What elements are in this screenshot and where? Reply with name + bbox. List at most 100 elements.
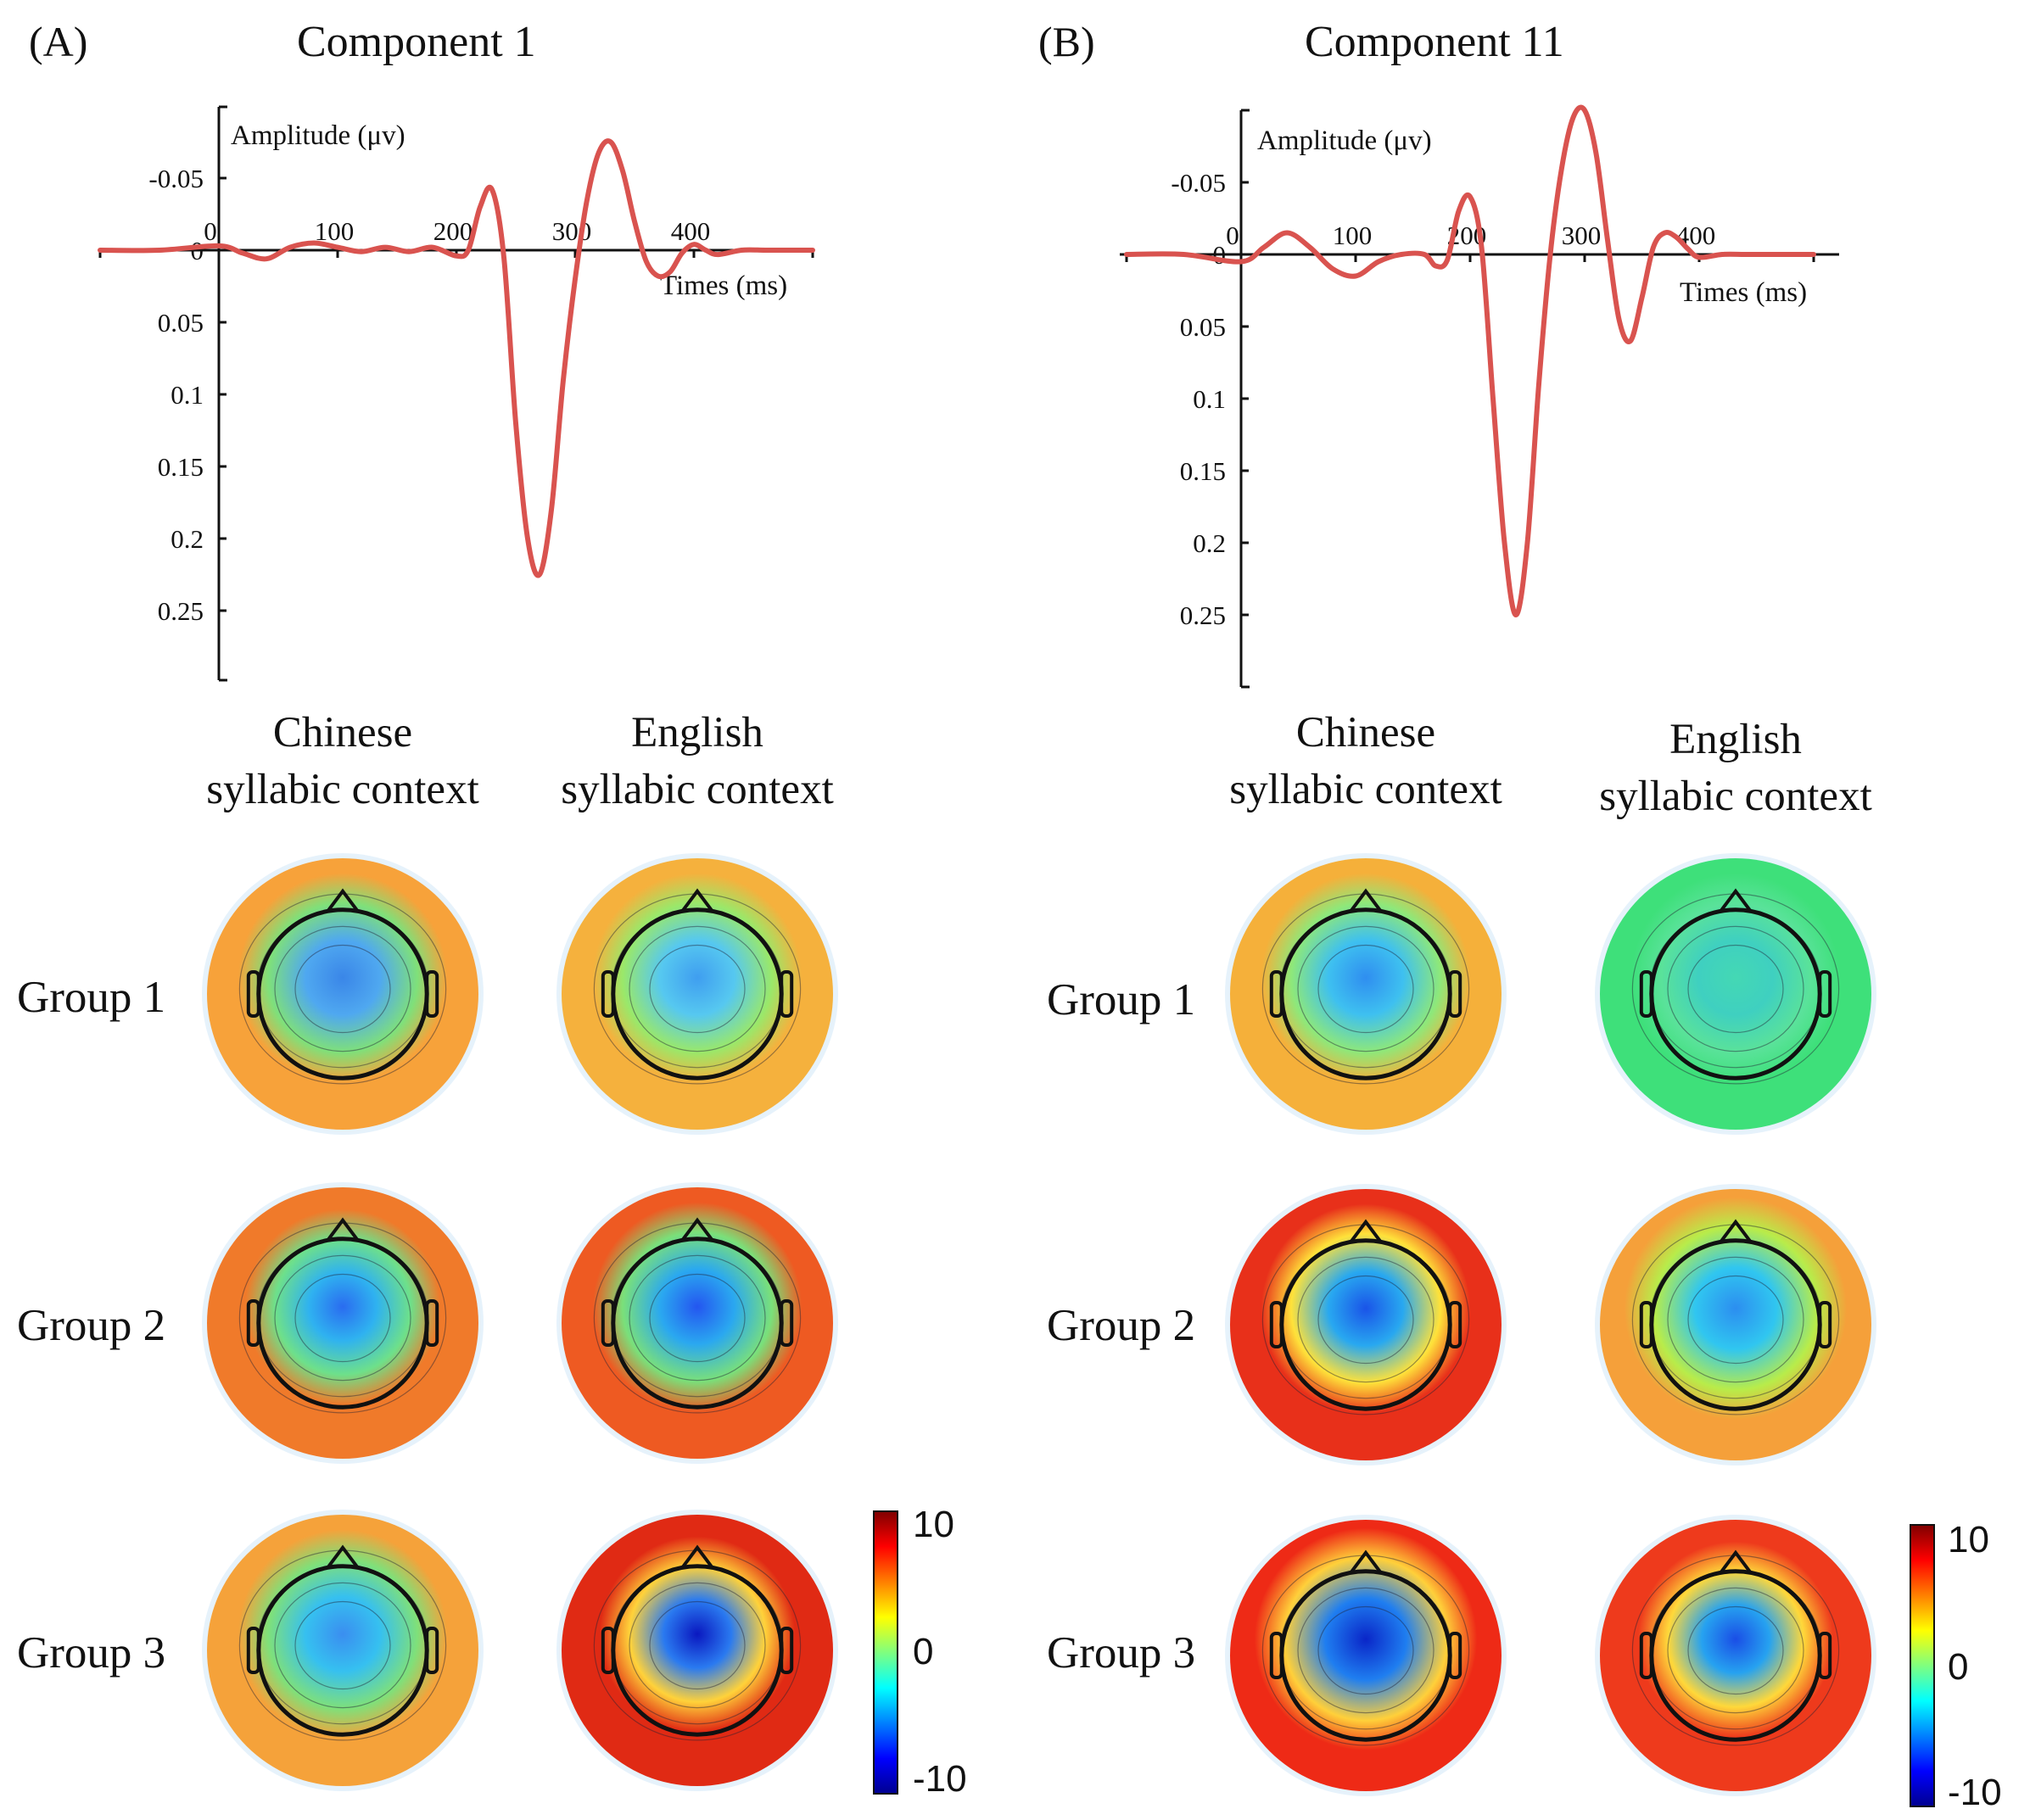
topomaps — [202, 853, 1876, 1796]
left-ear — [1639, 970, 1653, 1018]
header-english-line1: English — [1669, 716, 1802, 763]
topo-a-english-group-1 — [556, 853, 838, 1135]
row-label-group-3: Group 3 — [17, 1628, 165, 1678]
panel-b-title: Component 11 — [1305, 18, 1564, 66]
colorbar-mid: 0 — [1948, 1646, 1968, 1688]
left-ear — [601, 1299, 615, 1347]
x-tick-label: 0 — [1226, 221, 1239, 250]
topo-contour — [629, 1582, 766, 1709]
topo-a-english-group-2 — [556, 1182, 838, 1464]
left-ear — [246, 970, 260, 1018]
component-11-trace — [1124, 104, 1816, 617]
y-tick-label: 0.05 — [1180, 312, 1226, 342]
topo-field — [1600, 1189, 1871, 1460]
x-axis-label: Times (ms) — [1680, 277, 1807, 308]
y-axis-label: Amplitude (μv) — [231, 120, 405, 151]
colorbar-mid: 0 — [913, 1631, 933, 1672]
right-ear — [425, 1627, 439, 1674]
topo-b-chinese-group-2 — [1225, 1184, 1507, 1465]
left-ear — [601, 970, 615, 1018]
right-ear — [1818, 970, 1832, 1018]
topo-b-english-group-1 — [1595, 853, 1876, 1135]
y-tick-label: -0.05 — [1171, 168, 1226, 198]
row-label-group-2: Group 2 — [17, 1301, 165, 1350]
topo-contour — [629, 1254, 766, 1382]
topo-b-english-group-3 — [1595, 1515, 1876, 1796]
topo-contour — [649, 944, 746, 1034]
topo-field — [1230, 858, 1502, 1130]
nose — [326, 888, 360, 913]
colorbar-max: 10 — [913, 1504, 954, 1545]
x-axis-label: Times (ms) — [660, 271, 787, 301]
y-tick-label: 0 — [191, 236, 204, 265]
topo-a-english-group-3 — [556, 1510, 838, 1791]
right-ear — [780, 970, 794, 1018]
colorbar-a: 10 0 -10 — [873, 1504, 967, 1800]
right-ear — [1448, 970, 1462, 1018]
topo-a-chinese-group-3 — [202, 1510, 484, 1791]
x-tick-label: 0 — [204, 216, 217, 246]
right-ear — [1818, 1301, 1832, 1348]
topo-b-chinese-group-3 — [1225, 1515, 1507, 1796]
panel-b: (B) Component 11 Amplitude (μv) Times (m… — [1038, 18, 2002, 1813]
header-english-line2: syllabic context — [1599, 773, 1872, 820]
row-label-group-1: Group 1 — [1047, 975, 1195, 1024]
topo-contour — [1317, 1605, 1414, 1695]
left-ear — [246, 1299, 260, 1347]
topo-contour — [274, 1582, 411, 1709]
right-ear — [1448, 1301, 1462, 1348]
nose — [1349, 888, 1383, 913]
left-ear — [1269, 970, 1283, 1018]
y-tick-label: -0.05 — [148, 164, 204, 193]
panel-a-label: (A) — [29, 18, 87, 65]
right-ear — [1448, 1632, 1462, 1679]
topo-b-english-group-2 — [1595, 1184, 1876, 1465]
y-tick-label: 0.25 — [158, 596, 204, 626]
header-chinese-line2: syllabic context — [1229, 766, 1502, 813]
component-1-trace — [98, 138, 815, 578]
right-ear — [780, 1299, 794, 1347]
y-tick-label: 0.1 — [171, 380, 204, 410]
left-ear — [1269, 1301, 1283, 1348]
y-tick-label: 0.15 — [158, 452, 204, 482]
topo-a-chinese-group-1 — [202, 853, 484, 1135]
x-tick-label: 100 — [315, 216, 355, 246]
y-tick-label: 0.2 — [1193, 528, 1226, 558]
left-ear — [246, 1627, 260, 1674]
topo-contour — [294, 1273, 391, 1363]
y-axis-label: Amplitude (μv) — [1257, 126, 1432, 156]
y-tick-label: 0.05 — [158, 308, 204, 338]
panel-a-title: Component 1 — [297, 18, 536, 66]
topo-field — [207, 858, 478, 1130]
right-ear — [425, 970, 439, 1018]
y-tick-label: 0.1 — [1193, 384, 1226, 414]
header-english-line1: English — [631, 709, 763, 756]
topo-contour — [1297, 1587, 1434, 1714]
topo-contour — [649, 1600, 746, 1690]
topo-contour — [1667, 1256, 1804, 1383]
erp-chart-a: Amplitude (μv) Times (ms) -0.0500.050.10… — [98, 105, 815, 682]
nose — [1719, 1219, 1753, 1243]
right-ear — [425, 1299, 439, 1347]
x-ticks: 0 100 200 300 400 — [98, 216, 814, 258]
header-chinese-line1: Chinese — [1296, 709, 1435, 756]
nose — [680, 1217, 714, 1242]
y-tick-label: 0.15 — [1180, 456, 1226, 486]
right-ear — [1818, 1632, 1832, 1679]
row-label-group-3: Group 3 — [1047, 1628, 1195, 1678]
left-ear — [601, 1627, 615, 1674]
topo-field — [562, 1187, 833, 1459]
topo-b-chinese-group-1 — [1225, 853, 1507, 1135]
topo-field — [1230, 1189, 1502, 1460]
topo-contour — [1317, 1275, 1414, 1365]
topo-contour — [629, 925, 766, 1052]
nose — [326, 1217, 360, 1242]
nose — [1349, 1549, 1383, 1574]
topo-contour — [294, 1600, 391, 1690]
x-tick-label: 400 — [671, 216, 711, 246]
colorbar-min: -10 — [913, 1758, 967, 1800]
topo-contour — [1297, 925, 1434, 1052]
nose — [326, 1544, 360, 1569]
